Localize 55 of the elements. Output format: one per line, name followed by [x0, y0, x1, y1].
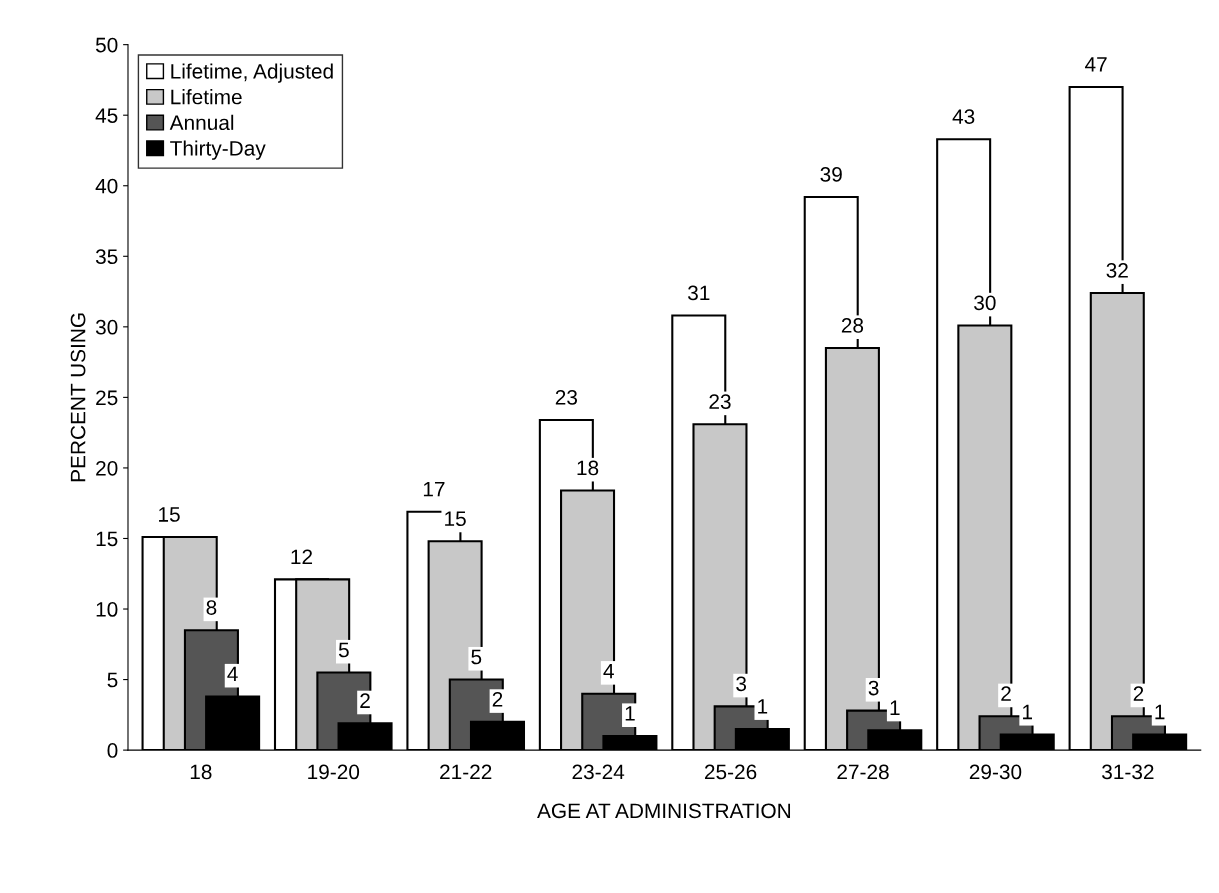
data-label: 28	[841, 318, 864, 333]
data-label: 1	[1155, 704, 1165, 720]
y-tick-label: 45	[95, 108, 118, 123]
data-label: 2	[360, 693, 370, 708]
x-tick-label: 19-20	[308, 764, 360, 780]
data-label: 32	[1106, 262, 1128, 278]
data-label: 31	[688, 285, 710, 301]
data-label: 30	[974, 295, 996, 311]
data-label: 39	[820, 167, 842, 182]
y-tick-label: 30	[95, 319, 118, 335]
data-label: 5	[471, 649, 482, 665]
data-label: 17	[423, 481, 445, 497]
data-label: 43	[952, 109, 975, 124]
data-label: 1	[890, 700, 900, 715]
x-tick-label: 25-26	[704, 764, 757, 780]
x-axis-title: AGE AT ADMINISTRATION	[537, 803, 791, 819]
y-tick-label: 40	[95, 178, 118, 194]
y-tick-label: 20	[96, 460, 118, 476]
x-tick-label: 31-32	[1102, 764, 1154, 780]
data-label: 5	[338, 642, 349, 658]
data-label: 4	[227, 666, 238, 682]
x-tick-label: 18	[190, 764, 212, 780]
data-label: 8	[206, 600, 217, 615]
data-label: 15	[445, 511, 466, 527]
data-label: 2	[1001, 686, 1011, 701]
legend-label: Annual	[169, 114, 234, 131]
data-label: 1	[625, 706, 635, 721]
data-label: 4	[603, 663, 614, 679]
legend-label: Lifetime, Adjusted	[171, 63, 333, 83]
x-tick-label: 21-22	[440, 764, 492, 780]
y-tick-label: 15	[96, 531, 118, 547]
legend-label: Thirty-Day	[170, 140, 266, 160]
data-label: 47	[1084, 57, 1107, 72]
x-tick-label: 27-28	[837, 764, 889, 780]
y-tick-label: 35	[95, 249, 118, 265]
data-label: 15	[159, 507, 180, 522]
data-label: 12	[291, 549, 313, 564]
data-label: 1	[1023, 704, 1032, 720]
data-label: 23	[555, 389, 578, 405]
data-label: 3	[868, 680, 879, 696]
x-tick-label: 29-30	[969, 764, 1022, 780]
data-label: 2	[492, 691, 503, 707]
data-label: 18	[577, 460, 599, 476]
data-label: 23	[709, 394, 731, 409]
x-tick-label: 23-24	[572, 764, 625, 780]
y-tick-label: 5	[107, 672, 118, 688]
y-tick-label: 25	[96, 390, 118, 406]
data-label: 1	[758, 699, 768, 714]
y-tick-label: 50	[95, 37, 118, 53]
data-label: 2	[1133, 686, 1144, 701]
y-axis-title: PERCENT USING	[70, 313, 86, 482]
data-label: 3	[736, 676, 747, 692]
y-tick-label: 0	[107, 743, 118, 758]
y-tick-label: 10	[96, 602, 118, 617]
legend-label: Lifetime	[171, 89, 242, 105]
